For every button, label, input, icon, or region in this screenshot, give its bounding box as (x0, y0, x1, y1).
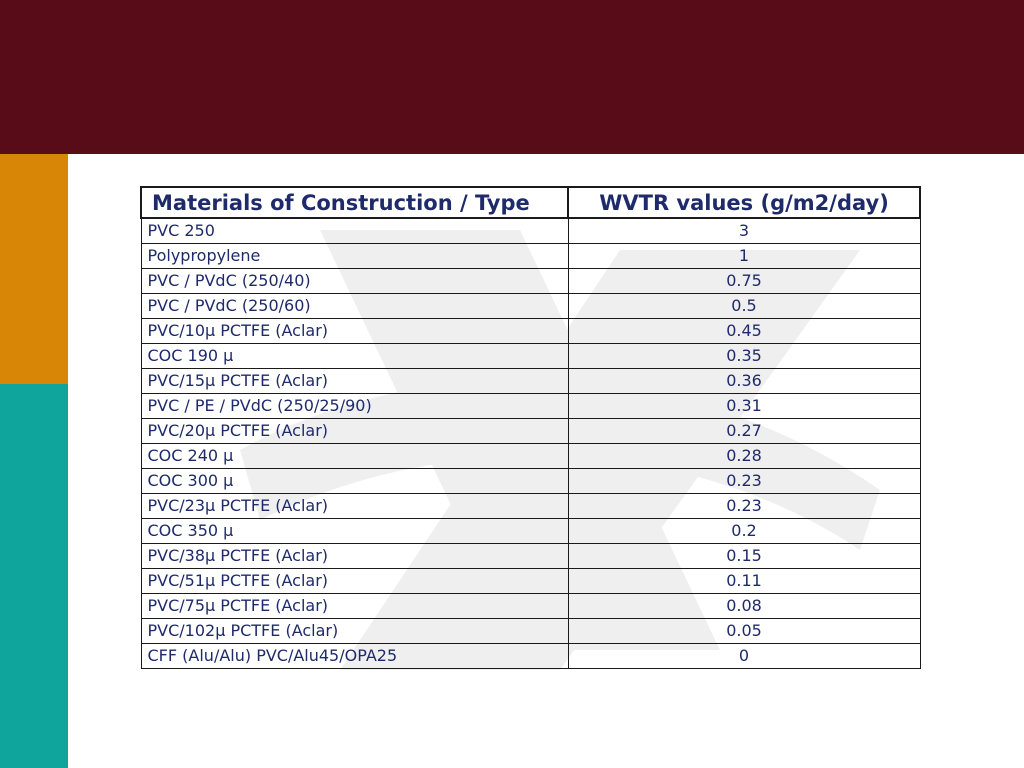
cell-wvtr-value: 0.36 (567, 368, 921, 394)
cell-wvtr-value: 0.08 (567, 593, 921, 619)
table-row: PVC/23µ PCTFE (Aclar) 0.23 (140, 493, 921, 519)
column-header-wvtr: WVTR values (g/m2/day) (567, 186, 921, 219)
table-row: COC 350 µ 0.2 (140, 518, 921, 544)
cell-material: CFF (Alu/Alu) PVC/Alu45/OPA25 (140, 643, 569, 669)
table-row: COC 240 µ 0.28 (140, 443, 921, 469)
cell-wvtr-value: 0.45 (567, 318, 921, 344)
wvtr-table-container: Materials of Construction / Type WVTR va… (140, 186, 921, 669)
table-row: COC 300 µ 0.23 (140, 468, 921, 494)
table-row: PVC / PVdC (250/40) 0.75 (140, 268, 921, 294)
cell-material: PVC / PE / PVdC (250/25/90) (140, 393, 569, 419)
cell-wvtr-value: 0.23 (567, 493, 921, 519)
table-row: PVC / PE / PVdC (250/25/90) 0.31 (140, 393, 921, 419)
cell-material: PVC/10µ PCTFE (Aclar) (140, 318, 569, 344)
cell-material: COC 300 µ (140, 468, 569, 494)
cell-wvtr-value: 0.27 (567, 418, 921, 444)
cell-material: PVC/23µ PCTFE (Aclar) (140, 493, 569, 519)
cell-material: COC 240 µ (140, 443, 569, 469)
slide-header-band (0, 0, 1024, 154)
side-accent-orange (0, 154, 68, 384)
cell-material: Polypropylene (140, 243, 569, 269)
cell-material: PVC/51µ PCTFE (Aclar) (140, 568, 569, 594)
wvtr-table: Materials of Construction / Type WVTR va… (140, 186, 921, 669)
cell-wvtr-value: 0.2 (567, 518, 921, 544)
column-header-material: Materials of Construction / Type (140, 186, 569, 219)
cell-material: COC 350 µ (140, 518, 569, 544)
table-row: Polypropylene 1 (140, 243, 921, 269)
cell-wvtr-value: 1 (567, 243, 921, 269)
table-row: PVC/51µ PCTFE (Aclar) 0.11 (140, 568, 921, 594)
cell-material: PVC/38µ PCTFE (Aclar) (140, 543, 569, 569)
cell-material: PVC/20µ PCTFE (Aclar) (140, 418, 569, 444)
cell-wvtr-value: 0.05 (567, 618, 921, 644)
cell-material: PVC 250 (140, 217, 569, 244)
table-row: PVC/20µ PCTFE (Aclar) 0.27 (140, 418, 921, 444)
table-row: CFF (Alu/Alu) PVC/Alu45/OPA25 0 (140, 643, 921, 669)
cell-wvtr-value: 0.28 (567, 443, 921, 469)
table-row: PVC/75µ PCTFE (Aclar) 0.08 (140, 593, 921, 619)
cell-wvtr-value: 0.31 (567, 393, 921, 419)
cell-wvtr-value: 0.5 (567, 293, 921, 319)
cell-material: PVC / PVdC (250/40) (140, 268, 569, 294)
cell-material: PVC/15µ PCTFE (Aclar) (140, 368, 569, 394)
table-body: PVC 250 3 Polypropylene 1 PVC / PVdC (250/40… (140, 217, 921, 669)
cell-material: PVC/102µ PCTFE (Aclar) (140, 618, 569, 644)
table-row: PVC/10µ PCTFE (Aclar) 0.45 (140, 318, 921, 344)
table-row: PVC / PVdC (250/60) 0.5 (140, 293, 921, 319)
cell-material: PVC / PVdC (250/60) (140, 293, 569, 319)
table-row: PVC 250 3 (140, 217, 921, 244)
cell-wvtr-value: 0.23 (567, 468, 921, 494)
table-row: PVC/102µ PCTFE (Aclar) 0.05 (140, 618, 921, 644)
cell-material: PVC/75µ PCTFE (Aclar) (140, 593, 569, 619)
cell-material: COC 190 µ (140, 343, 569, 369)
cell-wvtr-value: 0.11 (567, 568, 921, 594)
cell-wvtr-value: 0.15 (567, 543, 921, 569)
table-header-row: Materials of Construction / Type WVTR va… (140, 186, 921, 219)
cell-wvtr-value: 0.75 (567, 268, 921, 294)
table-row: PVC/15µ PCTFE (Aclar) 0.36 (140, 368, 921, 394)
cell-wvtr-value: 0 (567, 643, 921, 669)
cell-wvtr-value: 3 (567, 217, 921, 244)
table-row: COC 190 µ 0.35 (140, 343, 921, 369)
table-row: PVC/38µ PCTFE (Aclar) 0.15 (140, 543, 921, 569)
side-accent-teal (0, 384, 68, 768)
cell-wvtr-value: 0.35 (567, 343, 921, 369)
